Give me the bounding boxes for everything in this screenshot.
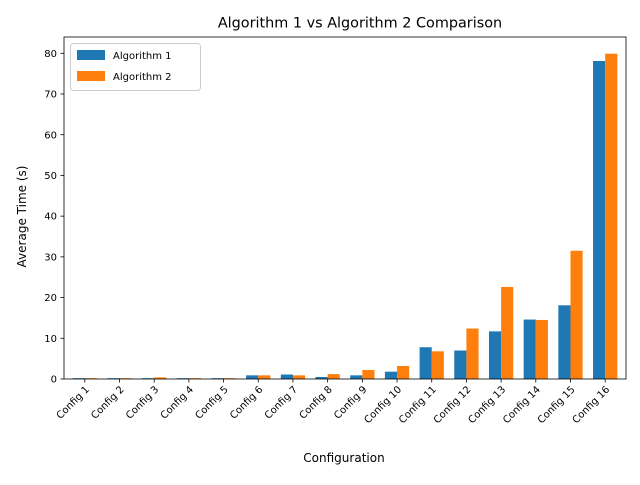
bar-series-2-13 [501,286,514,379]
y-tick-label: 10 [44,334,57,345]
bar-series-1-13 [488,331,502,379]
legend: Algorithm 1 Algorithm 2 [70,43,201,91]
bar-series-2-6 [258,375,271,379]
y-axis: 0 10 20 30 40 50 60 70 80 [44,49,64,386]
plot-frame [63,36,627,380]
y-tick-label: 20 [44,293,57,304]
y-tick-label: 60 [44,130,57,141]
chart-title: Algorithm 1 vs Algorithm 2 Comparison [218,16,502,32]
legend-label-2: Algorithm 2 [113,72,172,83]
bars-layer [72,53,618,380]
bar-series-1-15 [558,305,571,379]
y-axis-label: Average Time (s) [15,166,29,268]
bar-series-2-4 [188,378,202,379]
bar-series-1-11 [419,347,432,379]
bar-series-1-7 [280,374,293,379]
bar-series-2-8 [327,374,340,379]
bar-series-2-10 [397,365,410,379]
x-axis-label: Configuration [303,451,384,465]
bar-series-2-11 [431,351,444,379]
bar-series-1-8 [315,376,328,379]
y-tick-label: 80 [44,49,57,60]
legend-swatch-1 [77,50,105,60]
bar-series-1-16 [593,61,606,380]
y-tick-label: 50 [44,171,57,182]
y-tick-label: 40 [44,212,57,223]
legend-swatch-2 [77,71,105,81]
bar-series-2-7 [292,375,306,379]
legend-label-1: Algorithm 1 [113,51,172,62]
bar-series-1-4 [176,378,189,379]
bar-series-1-5 [211,378,224,379]
bar-series-2-9 [362,370,375,379]
bar-series-2-15 [570,250,583,379]
y-tick-label: 70 [44,90,57,101]
y-tick-label: 0 [51,375,57,386]
bar-series-2-1 [84,378,97,379]
bar-series-1-2 [107,378,120,379]
bar-series-2-12 [466,328,479,379]
bar-series-1-1 [72,378,85,379]
y-tick-label: 30 [44,252,57,263]
bar-series-1-3 [142,378,155,379]
bar-series-2-5 [223,378,236,379]
bar-series-1-10 [384,371,398,379]
bar-series-2-16 [605,53,618,379]
bar-series-1-9 [350,375,363,379]
bar-series-2-3 [154,377,167,379]
bar-series-1-12 [454,350,467,379]
bar-series-1-14 [523,319,536,379]
bar-series-2-2 [119,378,132,379]
bar-series-2-14 [535,319,548,379]
bar-series-1-6 [246,375,259,379]
